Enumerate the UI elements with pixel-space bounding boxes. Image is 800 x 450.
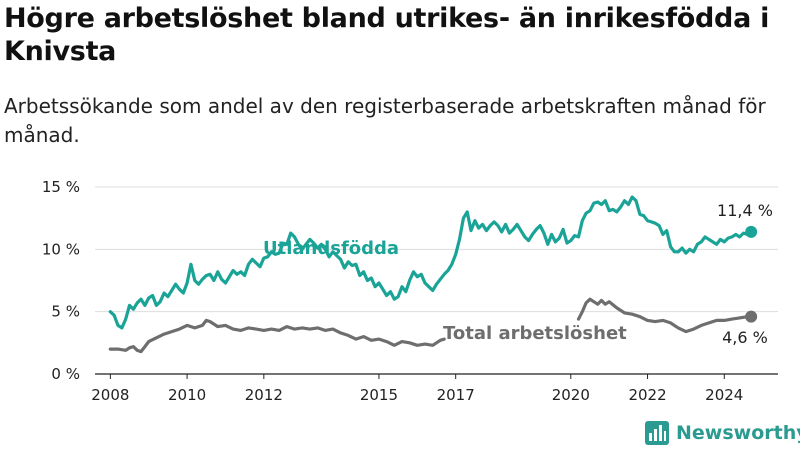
y-tick-label: 0 % [51,365,80,383]
x-tick-label: 2024 [705,386,743,404]
y-tick-label: 5 % [51,303,80,321]
end-point-total [745,310,758,323]
series-label-total: Total arbetslöshet [443,323,627,344]
series-lines [108,195,758,354]
x-tick-label: 2022 [628,386,666,404]
brand-name: Newsworthy [676,422,800,444]
chart-title: Högre arbetslöshet bland utrikes- än inr… [4,3,770,67]
end-label-total: 4,6 % [722,328,768,347]
x-tick-label: 2008 [91,386,129,404]
gridlines [95,186,778,313]
x-tick-label: 2017 [437,386,475,404]
chart-subtitle: Arbetssökande som andel av den registerb… [4,94,766,147]
end-point-utlandsfodda [745,225,758,238]
y-axis-ticks: 0 % 5 % 10 % 15 % [42,178,80,383]
y-tick-label: 15 % [42,178,80,196]
series-label-utlandsfodda: Utlandsfödda [263,238,399,259]
newsworthy-logo-icon [645,421,669,445]
x-axis: 2008 2010 2012 2015 2017 2020 2022 2024 [91,373,778,404]
x-tick-label: 2020 [552,386,590,404]
x-tick-label: 2012 [245,386,283,404]
y-tick-label: 10 % [42,240,80,258]
brand-logo: Newsworthy [644,420,800,446]
x-tick-label: 2010 [168,386,206,404]
end-label-utlandsfodda: 11,4 % [717,201,773,220]
series-line-utlandsfodda-0 [108,195,753,330]
series-line-total-1 [576,297,753,334]
series-line-total-0 [108,318,446,354]
x-tick-label: 2015 [360,386,398,404]
